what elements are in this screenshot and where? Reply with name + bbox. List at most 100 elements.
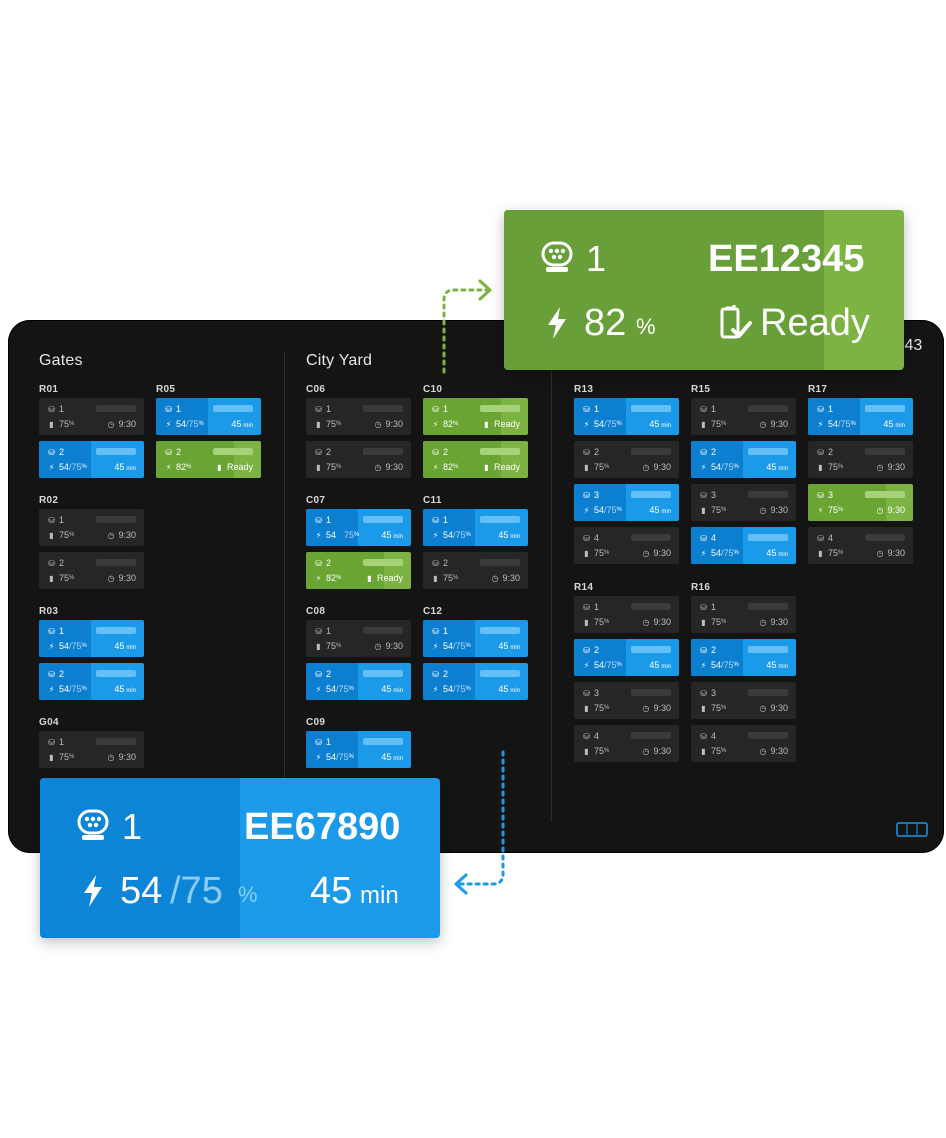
group-label-c11: C11 bbox=[423, 495, 442, 506]
charger-card-c07-2[interactable]: ⛁ 2 ⚡ 82% ▮ Ready bbox=[306, 552, 411, 589]
card-percent-unit: % bbox=[733, 550, 739, 556]
charger-card-c11-1[interactable]: ⛁ 1 ⚡ 54/75% 45 min bbox=[423, 509, 528, 546]
card-charge-target: /75 bbox=[604, 419, 617, 429]
card-right-value: 45 bbox=[498, 684, 509, 694]
charger-card-r14-3[interactable]: ⛁ 3 ▮ 75% ◷ 9:30 bbox=[574, 682, 679, 719]
card-charge-percent: 75 bbox=[326, 462, 337, 472]
lightning-icon: ⚡ bbox=[315, 530, 322, 540]
card-percent-unit: % bbox=[198, 421, 204, 427]
card-connector-number: 1 bbox=[711, 602, 717, 612]
charger-card-r05-1[interactable]: ⛁ 1 ⚡ 54/75% 45 min bbox=[156, 398, 261, 435]
charger-card-g04-1[interactable]: ⛁ 1 ▮ 75% ◷ 9:30 bbox=[39, 731, 144, 768]
card-scheduled-time: ◷ 9:30 bbox=[641, 462, 671, 472]
charger-card-r17-3[interactable]: ⛁ 3 ⚡ 75% ◷ 9:30 bbox=[808, 484, 913, 521]
charger-card-r17-4[interactable]: ⛁ 4 ▮ 75% ◷ 9:30 bbox=[808, 527, 913, 564]
card-connector-row: ⛁ 2 bbox=[582, 645, 673, 655]
charger-card-c12-1[interactable]: ⛁ 1 ⚡ 54/75% 45 min bbox=[423, 620, 528, 657]
connector-plug-icon bbox=[77, 809, 109, 840]
charger-card-c06-1[interactable]: ⛁ 1 ▮ 75% ◷ 9:30 bbox=[306, 398, 411, 435]
card-charge-row: ▮ 75% bbox=[47, 530, 138, 540]
card-charge-row: ⚡ 54/75% bbox=[582, 419, 673, 429]
card-scheduled-time: ◷ 9:30 bbox=[758, 617, 788, 627]
card-charge-percent: 54 bbox=[828, 419, 839, 429]
charger-card-r13-3[interactable]: ⛁ 3 ⚡ 54/75% 45 min bbox=[574, 484, 679, 521]
charger-card-c10-1[interactable]: ⛁ 1 ⚡ 82% ▮ Ready bbox=[423, 398, 528, 435]
card-charge-percent: 54 bbox=[443, 530, 454, 540]
card-charge-row: ⚡ 54/75% bbox=[47, 684, 138, 694]
charger-card-r17-2[interactable]: ⛁ 2 ▮ 75% ◷ 9:30 bbox=[808, 441, 913, 478]
charger-card-r01-2[interactable]: ⛁ 2 ⚡ 54/75% 45 min bbox=[39, 441, 144, 478]
clock-icon: ◷ bbox=[107, 574, 115, 583]
charger-card-c10-2[interactable]: ⛁ 2 ⚡ 82% ▮ Ready bbox=[423, 441, 528, 478]
clock-icon: ◷ bbox=[642, 463, 650, 472]
group-label-c09: C09 bbox=[306, 717, 326, 728]
charger-card-r16-2[interactable]: ⛁ 2 ⚡ 54/75% 45 min bbox=[691, 639, 796, 676]
card-min-unit: min bbox=[393, 756, 403, 762]
card-charge-target: /75 bbox=[186, 419, 199, 429]
connector-icon: ⛁ bbox=[432, 669, 439, 679]
card-connector-row: ⛁ 1 bbox=[314, 515, 405, 525]
card-charge-row: ▮ 75% bbox=[816, 548, 907, 558]
card-percent-unit: % bbox=[348, 686, 354, 692]
card-right-value: 9:30 bbox=[385, 641, 403, 651]
charger-card-c08-2[interactable]: ⛁ 2 ⚡ 54/75% 45 min bbox=[306, 663, 411, 700]
charger-card-r13-4[interactable]: ⛁ 4 ▮ 75% ◷ 9:30 bbox=[574, 527, 679, 564]
charger-card-r16-3[interactable]: ⛁ 3 ▮ 75% ◷ 9:30 bbox=[691, 682, 796, 719]
vehicle-id-placeholder bbox=[748, 689, 788, 696]
vehicle-id-placeholder bbox=[631, 646, 671, 653]
card-charge-row: ⚡ 82% bbox=[314, 573, 405, 583]
charger-card-r15-4[interactable]: ⛁ 4 ⚡ 54/75% 45 min bbox=[691, 527, 796, 564]
charger-card-c08-1[interactable]: ⛁ 1 ▮ 75% ◷ 9:30 bbox=[306, 620, 411, 657]
charger-card-r02-1[interactable]: ⛁ 1 ▮ 75% ◷ 9:30 bbox=[39, 509, 144, 546]
charger-card-c12-2[interactable]: ⛁ 2 ⚡ 54/75% 45 min bbox=[423, 663, 528, 700]
charger-card-r14-4[interactable]: ⛁ 4 ▮ 75% ◷ 9:30 bbox=[574, 725, 679, 762]
callout-charging-target: /75 bbox=[170, 870, 223, 912]
card-connector-number: 2 bbox=[711, 645, 717, 655]
charger-card-r05-2[interactable]: ⛁ 2 ⚡ 82% ▮ Ready bbox=[156, 441, 261, 478]
charger-card-r16-4[interactable]: ⛁ 4 ▮ 75% ◷ 9:30 bbox=[691, 725, 796, 762]
charger-card-c09-1[interactable]: ⛁ 1 ⚡ 54/75% 45 min bbox=[306, 731, 411, 768]
card-right-value: 45 bbox=[498, 530, 509, 540]
charger-card-r14-2[interactable]: ⛁ 2 ⚡ 54/75% 45 min bbox=[574, 639, 679, 676]
group-label-r17: R17 bbox=[808, 384, 828, 395]
charger-card-r15-3[interactable]: ⛁ 3 ▮ 75% ◷ 9:30 bbox=[691, 484, 796, 521]
card-percent-unit: % bbox=[721, 421, 727, 427]
card-scheduled-time: ◷ 9:30 bbox=[758, 746, 788, 756]
charger-card-r02-2[interactable]: ⛁ 2 ▮ 75% ◷ 9:30 bbox=[39, 552, 144, 589]
charger-card-c06-2[interactable]: ⛁ 2 ▮ 75% ◷ 9:30 bbox=[306, 441, 411, 478]
card-connector-number: 1 bbox=[326, 404, 332, 414]
charger-card-r13-2[interactable]: ⛁ 2 ▮ 75% ◷ 9:30 bbox=[574, 441, 679, 478]
charger-card-r15-1[interactable]: ⛁ 1 ▮ 75% ◷ 9:30 bbox=[691, 398, 796, 435]
card-charge-row: ▮ 75% bbox=[699, 419, 790, 429]
callout-charging-time-unit: min bbox=[360, 882, 399, 909]
charger-card-r13-1[interactable]: ⛁ 1 ⚡ 54/75% 45 min bbox=[574, 398, 679, 435]
card-charge-target: /75 bbox=[69, 462, 82, 472]
vehicle-id-placeholder bbox=[96, 559, 136, 566]
card-connector-number: 1 bbox=[326, 626, 332, 636]
charger-card-c11-2[interactable]: ⛁ 2 ▮ 75% ◷ 9:30 bbox=[423, 552, 528, 589]
card-percent-unit: % bbox=[604, 748, 610, 754]
card-connector-number: 2 bbox=[176, 447, 182, 457]
group-label-r13: R13 bbox=[574, 384, 594, 395]
charger-card-r17-1[interactable]: ⛁ 1 ⚡ 54/75% 45 min bbox=[808, 398, 913, 435]
card-right-value: 45 bbox=[381, 684, 392, 694]
charger-card-r03-1[interactable]: ⛁ 1 ⚡ 54/75% 45 min bbox=[39, 620, 144, 657]
charger-card-c07-1[interactable]: ⛁ 1 ⚡ 54 75% 45 min bbox=[306, 509, 411, 546]
charger-card-r16-1[interactable]: ⛁ 1 ▮ 75% ◷ 9:30 bbox=[691, 596, 796, 633]
charger-card-r03-2[interactable]: ⛁ 2 ⚡ 54/75% 45 min bbox=[39, 663, 144, 700]
card-progress-shade bbox=[691, 527, 743, 564]
group-label-c12: C12 bbox=[423, 606, 443, 617]
card-connector-number: 3 bbox=[711, 688, 717, 698]
charger-card-r15-2[interactable]: ⛁ 2 ⚡ 54/75% 45 min bbox=[691, 441, 796, 478]
card-charge-percent: 75 bbox=[594, 703, 605, 713]
charger-card-r14-1[interactable]: ⛁ 1 ▮ 75% ◷ 9:30 bbox=[574, 596, 679, 633]
group-label-r01: R01 bbox=[39, 384, 59, 395]
card-connector-row: ⛁ 4 bbox=[816, 533, 907, 543]
vehicle-id-placeholder bbox=[480, 448, 520, 455]
charger-card-r01-1[interactable]: ⛁ 1 ▮ 75% ◷ 9:30 bbox=[39, 398, 144, 435]
card-percent-unit: % bbox=[721, 705, 727, 711]
callout-ready-card: 1 EE12345 82 % Ready bbox=[504, 210, 904, 370]
card-charge-row: ⚡ 54 75% bbox=[314, 530, 405, 540]
card-connector-number: 1 bbox=[828, 404, 834, 414]
